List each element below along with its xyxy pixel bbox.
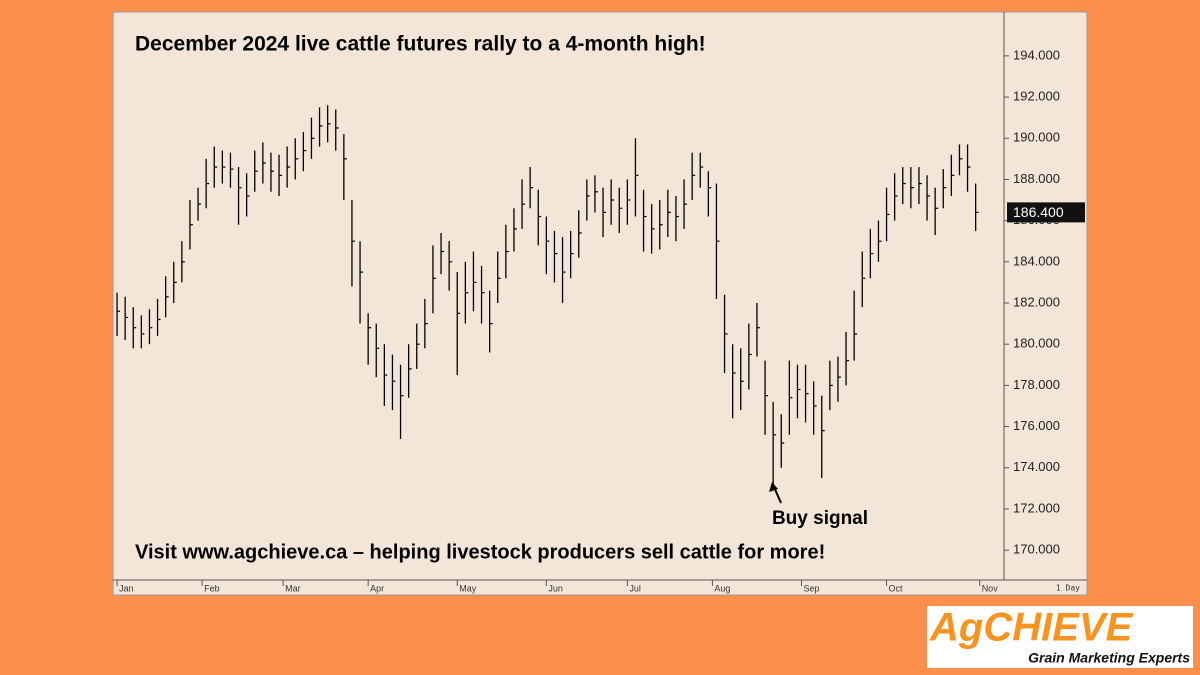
- y-tick-label: 176.000: [1013, 418, 1060, 433]
- logo-name: AgCHIEVE: [929, 606, 1134, 650]
- x-tick-label: Mar: [285, 583, 301, 593]
- x-tick-label: Aug: [714, 583, 730, 593]
- logo-box: [927, 606, 1193, 668]
- x-tick-label: May: [459, 583, 477, 593]
- annotation: Buy signal: [772, 508, 868, 529]
- footer-text: Visit www.agchieve.ca – helping livestoc…: [135, 541, 825, 563]
- y-tick-label: 182.000: [1013, 294, 1060, 309]
- logo-tagline: Grain Marketing Experts: [1028, 650, 1190, 666]
- y-tick-label: 184.000: [1013, 253, 1060, 268]
- y-tick-label: 172.000: [1013, 500, 1060, 515]
- x-tick-label: Feb: [204, 583, 220, 593]
- y-tick-label: 194.000: [1013, 47, 1060, 62]
- plot: 170.000 172.000 174.000 176.000 178.000 180.0…: [116, 47, 1085, 593]
- last-price-label: 186.400: [1013, 204, 1064, 220]
- x-tick-label: Sep: [804, 583, 820, 593]
- annotation-arrowhead: [769, 482, 778, 492]
- x-tick-label: Oct: [889, 583, 904, 593]
- y-tick-label: 170.000: [1013, 542, 1060, 557]
- x-tick-label: Nov: [982, 583, 999, 593]
- x-tick-label: Jan: [119, 583, 134, 593]
- chart-title: December 2024 live cattle futures rally …: [135, 33, 706, 56]
- last-price-box: [1007, 202, 1085, 223]
- y-tick-label: 192.000: [1013, 88, 1060, 103]
- y-tick-label: 180.000: [1013, 336, 1060, 351]
- x-tick-label: Jul: [629, 583, 641, 593]
- y-tick-label: 188.000: [1013, 171, 1060, 186]
- y-tick-label: 174.000: [1013, 459, 1060, 474]
- chart-panel: [112, 11, 1088, 596]
- y-tick-label: 178.000: [1013, 377, 1060, 392]
- x-tick-label: Apr: [370, 583, 384, 593]
- x-tick-label: Jun: [548, 583, 563, 593]
- interval-label: 1 Day: [1056, 584, 1080, 593]
- y-tick-label: 190.000: [1013, 130, 1060, 145]
